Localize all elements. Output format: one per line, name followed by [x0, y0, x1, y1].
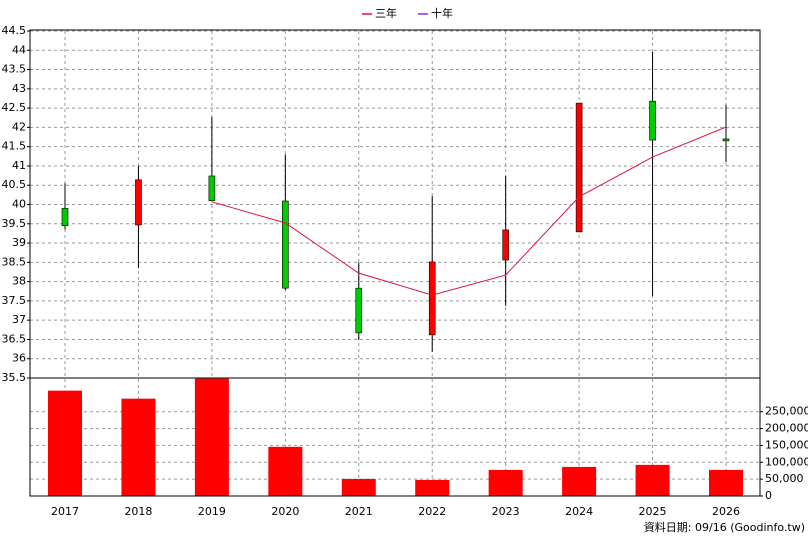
- candle-body: [208, 175, 216, 201]
- y-tick-label: 36.5: [2, 332, 27, 345]
- x-tick-label: 2019: [198, 505, 226, 518]
- y-tick-label: 43.5: [2, 63, 27, 76]
- y2-tick-label: 250,000: [765, 405, 808, 418]
- y-tick-label: 43: [12, 82, 26, 95]
- y-tick-label: 39: [12, 236, 26, 249]
- volume-bar: [194, 378, 229, 496]
- x-tick-label: 2018: [124, 505, 152, 518]
- candle-body: [135, 179, 142, 226]
- y-tick-label: 40.5: [2, 178, 27, 191]
- x-tick-label: 2023: [492, 505, 520, 518]
- y2-tick-label: 50,000: [765, 472, 804, 485]
- candle-body: [355, 287, 363, 334]
- y-tick-label: 42: [12, 120, 26, 133]
- y-tick-label: 36: [12, 352, 26, 365]
- x-tick-label: 2026: [712, 505, 740, 518]
- volume-bar: [341, 478, 376, 496]
- x-tick-label: 2022: [418, 505, 446, 518]
- y-tick-label: 38: [12, 275, 26, 288]
- candle-body: [575, 102, 583, 233]
- footer: 資料日期: 09/16 (Goodinfo.tw): [644, 520, 805, 534]
- y2-tick-label: 200,000: [765, 422, 808, 435]
- y-tick-label: 41: [12, 159, 26, 172]
- volume-bar: [415, 479, 450, 496]
- y-tick-label: 37.5: [2, 294, 27, 307]
- y-tick-label: 44: [12, 43, 26, 56]
- candle-body: [61, 208, 69, 227]
- volume-bar: [562, 466, 597, 496]
- x-tick-label: 2021: [345, 505, 373, 518]
- x-tick-label: 2020: [271, 505, 299, 518]
- candle-body: [722, 138, 730, 142]
- volume-bar: [488, 469, 523, 496]
- candle-body: [282, 200, 289, 289]
- candle-body: [428, 261, 436, 336]
- y2-tick-label: 0: [765, 489, 772, 502]
- candle-body: [649, 100, 656, 141]
- volume-bar: [635, 464, 670, 496]
- legend-label: 三年: [375, 6, 397, 20]
- x-tick-label: 2024: [565, 505, 593, 518]
- x-tick-label: 2025: [639, 505, 667, 518]
- volume-bar: [121, 398, 156, 496]
- legend-label: 十年: [431, 6, 453, 20]
- y-tick-label: 41.5: [2, 140, 27, 153]
- line-series: [211, 126, 727, 296]
- y-tick-label: 35.5: [2, 371, 27, 384]
- y-tick-label: 40: [12, 198, 26, 211]
- plot-frame: [29, 29, 761, 497]
- candle-body: [502, 229, 509, 261]
- volume-bar: [268, 446, 303, 496]
- volume-bar: [48, 390, 82, 496]
- y-tick-label: 44.5: [2, 24, 27, 37]
- y-tick-label: 38.5: [2, 255, 27, 268]
- y-tick-label: 37: [12, 313, 26, 326]
- x-tick-label: 2017: [51, 505, 79, 518]
- volume-bar: [709, 469, 743, 496]
- y2-tick-label: 100,000: [765, 455, 808, 468]
- y-tick-label: 39.5: [2, 217, 27, 230]
- y-tick-label: 42.5: [2, 101, 27, 114]
- y2-tick-label: 150,000: [765, 438, 808, 451]
